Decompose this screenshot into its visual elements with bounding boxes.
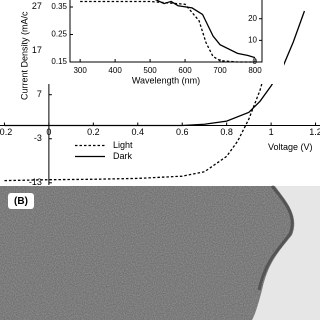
inset: 300 400 500 600 700 800 0.15 0.25 0.35 0 10 20 Wavel… [48, 0, 284, 85]
legend-label: Dark [113, 151, 133, 161]
data-line [80, 0, 256, 63]
y-tick-label: 7 [37, 89, 42, 99]
legend-label: Light [113, 140, 133, 150]
tem-bright-region [252, 186, 320, 320]
inset-x-tick-label: 700 [213, 66, 227, 75]
inset-x-axis-label: Wavelength (nm) [132, 75, 200, 85]
inset-x-tick-label: 300 [73, 66, 87, 75]
x-tick-label: 1.2 [309, 127, 320, 137]
x-tick-label: 0.6 [176, 127, 189, 137]
inset-x-tick-label: 500 [143, 66, 157, 75]
x-tick-label: 0 [46, 127, 51, 137]
panel-label: (B) [14, 196, 28, 207]
inset-y2-tick-label: 20 [248, 14, 257, 23]
x-tick-label: 0.2 [87, 127, 100, 137]
inset-x-tick-label: 600 [178, 66, 192, 75]
inset-x-tick-label: 800 [248, 66, 262, 75]
y-tick-label: -13 [29, 177, 42, 187]
data-line [4, 2, 283, 182]
y-tick-label: -3 [34, 133, 42, 143]
inset-y2-tick-label: 0 [253, 57, 258, 66]
inset-frame [69, 0, 263, 63]
inset-background [48, 0, 284, 84]
inset-y-tick-label: 0.15 [51, 57, 67, 66]
data-line [154, 0, 256, 59]
inset-y-tick-label: 0.25 [51, 30, 67, 39]
x-tick-label: -0.2 [0, 127, 12, 137]
x-axis-label: Voltage (V) [268, 142, 313, 152]
y-tick-label: 27 [32, 1, 42, 11]
inset-y2-tick-label: 10 [248, 35, 257, 44]
panel-label-box [8, 193, 34, 209]
panel-b: (B) [0, 185, 320, 320]
x-tick-label: 1 [269, 127, 274, 137]
inset-y-tick-label: 0.35 [51, 2, 67, 11]
x-tick-label: 0.8 [220, 127, 233, 137]
inset-x-tick-label: 400 [108, 66, 122, 75]
y-tick-label: 17 [32, 45, 42, 55]
x-tick-label: 0.4 [132, 127, 145, 137]
tem-edge [257, 185, 294, 291]
y-axis-label: Current Density (mA/c [19, 11, 29, 100]
